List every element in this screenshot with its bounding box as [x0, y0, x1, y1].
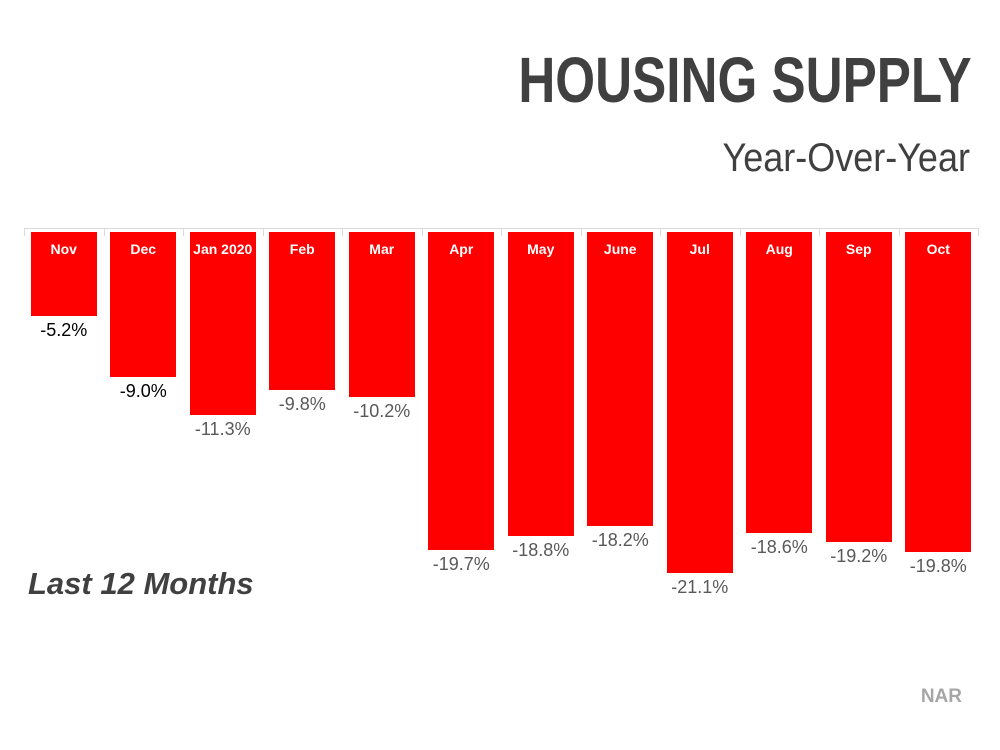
axis-tick — [183, 228, 184, 236]
bar: Aug — [746, 232, 813, 533]
bar-slot: Jul -21.1% — [660, 228, 740, 598]
bar-slot: May -18.8% — [501, 228, 581, 561]
bar-category-label: Nov — [50, 241, 77, 257]
axis-tick — [24, 228, 25, 236]
axis-tick — [581, 228, 582, 236]
bar-value-label: -18.8% — [512, 540, 570, 560]
bar-value-label: -5.2% — [40, 320, 88, 340]
axis-tick — [899, 228, 900, 236]
bar-slot: Sep -19.2% — [819, 228, 899, 567]
bar-value-label: -9.8% — [278, 394, 326, 414]
bar-category-label: Sep — [845, 241, 872, 257]
chart-subtitle: Year-Over-Year — [722, 136, 970, 180]
bar-value-label: -18.6% — [750, 537, 808, 557]
bar-slot: Jan 2020 -11.3% — [183, 228, 263, 440]
bar-category-label: Mar — [369, 241, 395, 257]
axis-tick — [819, 228, 820, 236]
axis-tick — [501, 228, 502, 236]
axis-tick — [342, 228, 343, 236]
bar: Mar — [348, 232, 415, 397]
bar-slot: Mar -10.2% — [342, 228, 422, 422]
bar: Dec — [110, 232, 177, 377]
axis-tick — [740, 228, 741, 236]
bar-category-label: Dec — [130, 241, 157, 257]
axis-tick — [978, 228, 979, 236]
bar-category-label: Jan 2020 — [193, 241, 253, 257]
axis-tick — [660, 228, 661, 236]
bar-category-label: May — [527, 241, 555, 257]
axis-tick — [104, 228, 105, 236]
bar-value-label: -21.1% — [671, 577, 729, 597]
bar: June — [587, 232, 654, 526]
bar-slot: June -18.2% — [581, 228, 661, 551]
bar-slot: Oct -19.8% — [899, 228, 979, 577]
axis-tick — [422, 228, 423, 236]
bar: Jan 2020 — [189, 232, 256, 415]
bar-slot: Nov -5.2% — [24, 228, 104, 341]
bar-category-label: June — [603, 241, 637, 257]
axis-tick — [263, 228, 264, 236]
chart-annotation: Last 12 Months — [28, 566, 254, 601]
bar-category-label: Oct — [926, 241, 950, 257]
source-label: NAR — [920, 686, 962, 707]
bar: Jul — [666, 232, 733, 573]
bar-value-label: -9.0% — [119, 381, 167, 401]
bar: Oct — [905, 232, 972, 552]
bar-value-label: -10.2% — [353, 401, 411, 421]
bar-value-label: -19.8% — [909, 556, 967, 576]
plot-area: Nov -5.2% Dec -9.0% Jan 2020 -11.3% Feb -9.8% Ma… — [24, 228, 979, 628]
bar: Apr — [428, 232, 495, 550]
bar-slot: Aug -18.6% — [740, 228, 820, 558]
bar-value-label: -11.3% — [194, 419, 251, 439]
bar-slot: Apr -19.7% — [422, 228, 502, 575]
bar-category-label: Feb — [289, 241, 315, 257]
bar-category-label: Jul — [689, 241, 710, 257]
bar-slot: Dec -9.0% — [104, 228, 184, 402]
bar: May — [507, 232, 574, 536]
bar-value-label: -19.2% — [830, 546, 888, 566]
bar-slot: Feb -9.8% — [263, 228, 343, 415]
bar-value-label: -19.7% — [432, 554, 490, 574]
bar: Feb — [269, 232, 336, 390]
bar: Sep — [825, 232, 892, 542]
chart-title: HOUSING SUPPLY — [518, 44, 972, 116]
bar-category-label: Aug — [765, 241, 793, 257]
bar-category-label: Apr — [449, 241, 474, 257]
bar: Nov — [30, 232, 97, 316]
bar-value-label: -18.2% — [591, 530, 649, 550]
header: HOUSING SUPPLY — [405, 48, 972, 112]
